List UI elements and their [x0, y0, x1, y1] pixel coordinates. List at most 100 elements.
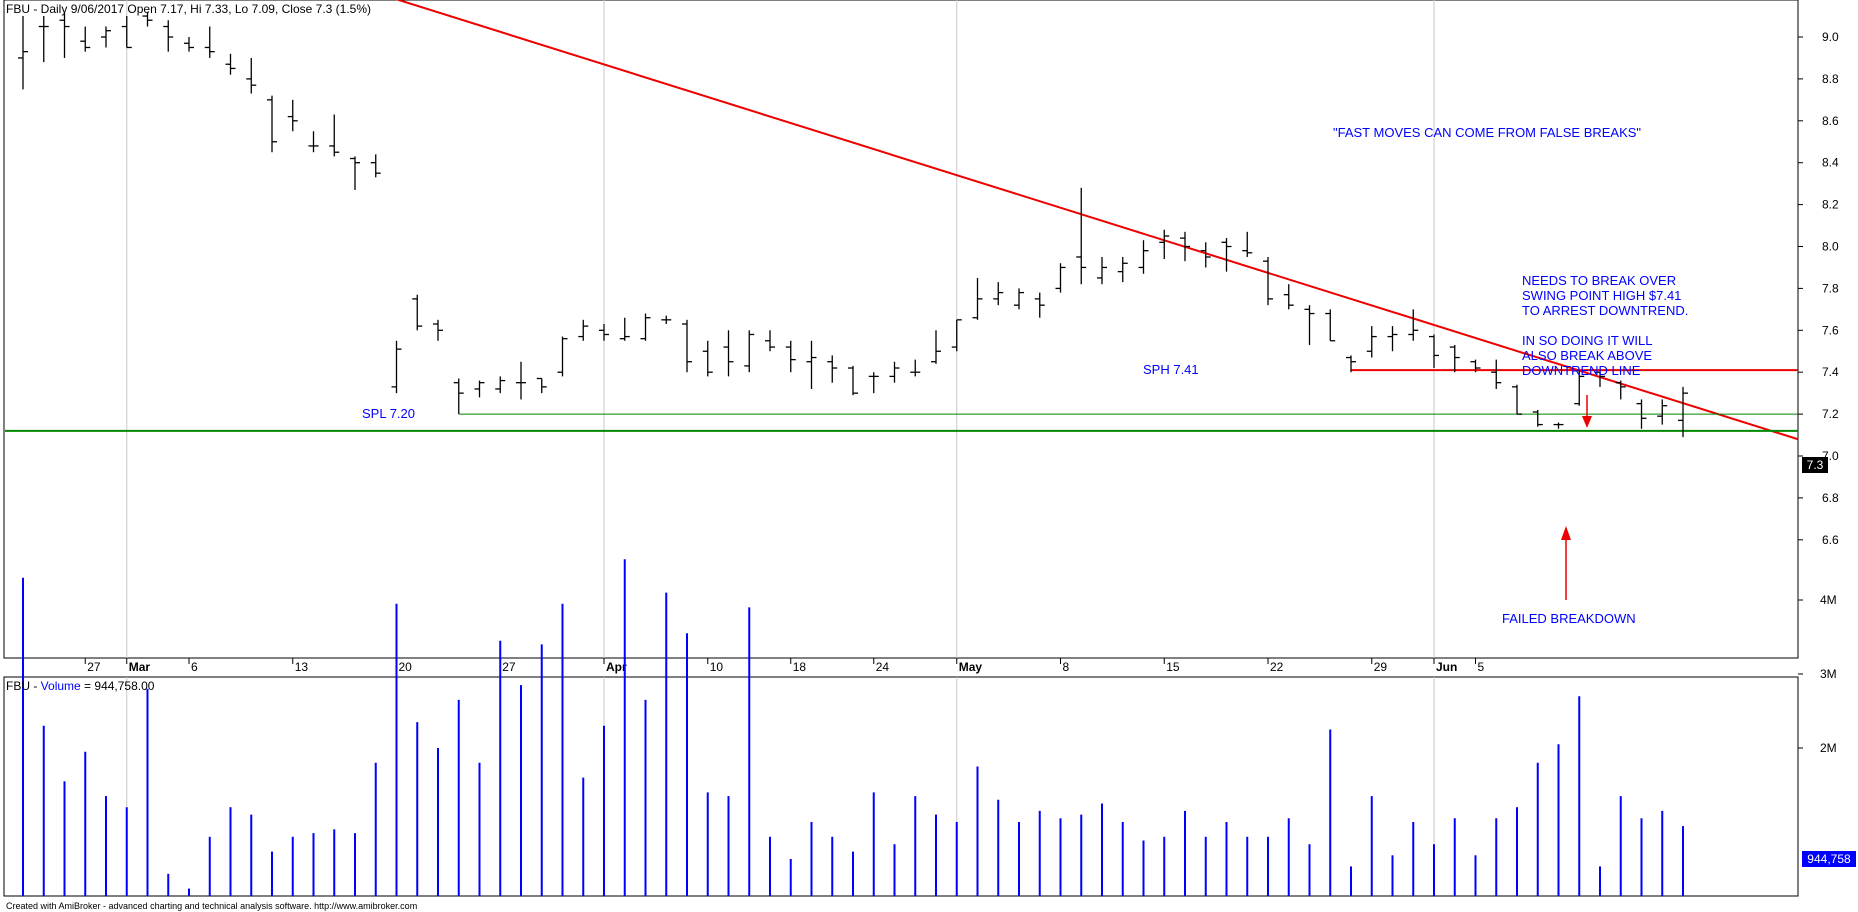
so-doing-note: IN SO DOING IT WILL ALSO BREAK ABOVE DOW…	[1522, 333, 1656, 378]
ohlc-bar	[868, 372, 879, 394]
date-axis: 27 Mar 6 13 20 27 Apr 10 18 24 May 8 15 22 29 Jun 5	[84, 658, 1485, 674]
ohlc-bar	[1449, 344, 1460, 373]
ohlc-bar	[1429, 334, 1439, 369]
date-tick-label: Jun	[1436, 660, 1457, 674]
high-value: 7.33	[205, 2, 229, 16]
last-volume-badge-text: 944,758	[1807, 852, 1851, 866]
date-tick-label: 20	[399, 660, 413, 674]
ohlc-bar	[1138, 240, 1149, 274]
last-price-badge: 7.3	[1802, 457, 1828, 473]
price-header-symbol: FBU	[6, 2, 30, 16]
ohlc-bar	[350, 156, 360, 190]
price-tick-label: 8.4	[1822, 156, 1839, 170]
ohlc-bar	[453, 378, 464, 415]
ohlc-bar	[474, 380, 485, 398]
date-tick-label: 15	[1166, 660, 1180, 674]
price-tick-label: 6.6	[1822, 533, 1839, 547]
low-value: 7.09	[252, 2, 276, 16]
ohlc-bar	[1470, 359, 1481, 373]
price-tick-label: 8.6	[1822, 114, 1839, 128]
date-tick-label: 22	[1270, 660, 1284, 674]
ohlc-bar	[578, 319, 589, 341]
date-tick-label: 6	[191, 660, 198, 674]
so-doing-line-3: DOWNTREND LINE	[1522, 363, 1641, 378]
ohlc-bar	[329, 114, 340, 157]
price-bars	[18, 11, 1688, 438]
price-header-date: 9/06/2017	[71, 2, 125, 16]
ohlc-bar	[765, 330, 775, 352]
price-tick-label: 9.0	[1822, 30, 1839, 44]
ohlc-bar	[412, 294, 423, 331]
ohlc-bar	[1076, 187, 1087, 285]
ohlc-bar	[267, 95, 277, 153]
ohlc-bar	[848, 365, 858, 396]
ohlc-bar	[287, 99, 298, 132]
ohlc-bar	[1387, 326, 1398, 352]
date-tick-label: 13	[295, 660, 309, 674]
volume-tick-label: 3M	[1820, 667, 1837, 681]
last-price-badge-text: 7.3	[1807, 458, 1824, 472]
ohlc-bar	[889, 361, 900, 383]
ohlc-bar	[516, 361, 526, 400]
ohlc-bar	[806, 340, 817, 389]
ohlc-bar	[184, 37, 194, 52]
date-tick-label: 5	[1478, 660, 1485, 674]
so-doing-line-2: ALSO BREAK ABOVE	[1522, 348, 1652, 363]
ohlc-bar	[495, 376, 506, 394]
date-tick-label: Mar	[129, 660, 151, 674]
ohlc-bar	[951, 319, 962, 352]
ohlc-bar	[1034, 292, 1045, 318]
volume-header-label: Volume	[41, 679, 81, 693]
ohlc-bar	[640, 313, 651, 341]
ohlc-bar	[308, 131, 319, 153]
price-tick-label: 8.0	[1822, 240, 1839, 254]
ohlc-bar	[142, 11, 153, 27]
ohlc-bar	[18, 16, 28, 90]
ohlc-bar	[1200, 242, 1211, 268]
volume-axis: 2M 3M 4M	[1798, 593, 1837, 755]
ohlc-bar	[246, 57, 257, 94]
failed-breakdown-label: FAILED BREAKDOWN	[1502, 611, 1636, 626]
ohlc-bar	[1615, 380, 1626, 400]
ohlc-bar	[1491, 359, 1502, 389]
ohlc-bar	[101, 26, 111, 48]
ohlc-bar	[225, 53, 236, 75]
ohlc-bar	[163, 20, 174, 52]
volume-header-symbol: FBU	[6, 679, 30, 693]
ohlc-bar	[785, 340, 796, 373]
volume-header-value: 944,758.00	[94, 679, 154, 693]
ohlc-bar	[1636, 399, 1647, 429]
ohlc-bar	[1657, 399, 1668, 425]
ohlc-bar	[1117, 256, 1128, 283]
date-tick-label: 27	[87, 660, 101, 674]
ohlc-bar	[1221, 238, 1232, 272]
volume-pane	[3, 676, 1799, 897]
volume-tick-label: 4M	[1820, 593, 1837, 607]
ohlc-bar	[682, 319, 692, 373]
ohlc-bar	[1283, 284, 1294, 310]
price-tick-label: 7.4	[1822, 365, 1839, 379]
price-tick-label: 7.2	[1822, 407, 1839, 421]
close-value: 7.3	[316, 2, 333, 16]
ohlc-bar	[38, 16, 49, 63]
ohlc-bar	[1180, 231, 1190, 262]
ohlc-bar	[744, 330, 755, 373]
ohlc-bar	[1325, 309, 1336, 342]
close-label: Close	[282, 2, 313, 16]
ohlc-bar	[1242, 231, 1253, 257]
ohlc-bar	[1055, 263, 1066, 293]
ohlc-bar	[1014, 288, 1024, 310]
date-tick-label: 18	[793, 660, 807, 674]
change-value: (1.5%)	[336, 2, 371, 16]
needs-line-1: NEEDS TO BREAK OVER	[1522, 273, 1676, 288]
date-tick-label: May	[959, 660, 983, 674]
ohlc-bar	[557, 336, 568, 377]
footer-credit: Created with AmiBroker - advanced charti…	[6, 901, 417, 911]
ohlc-bar	[702, 340, 713, 377]
ohlc-bar	[1408, 309, 1419, 341]
ohlc-bar	[827, 355, 838, 383]
ohlc-bar	[661, 315, 672, 325]
ohlc-bar	[972, 277, 983, 320]
ohlc-bar	[391, 340, 402, 394]
ohlc-bar	[1574, 370, 1585, 406]
